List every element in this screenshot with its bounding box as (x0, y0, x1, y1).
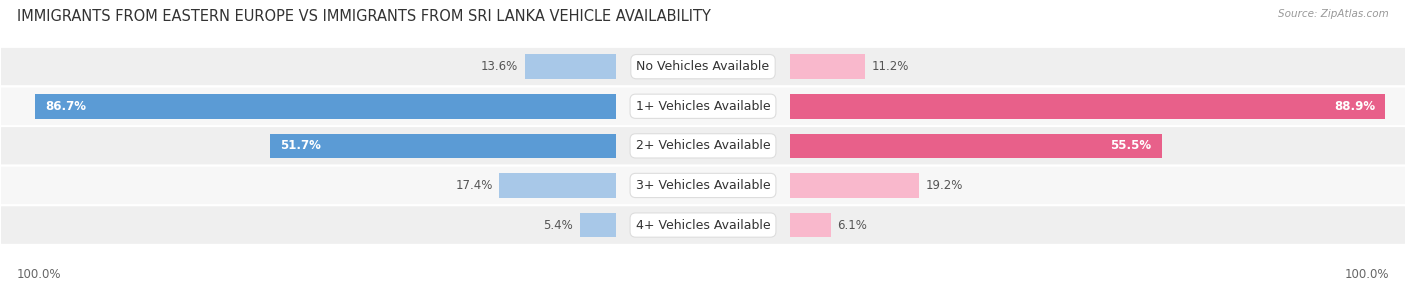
Text: 88.9%: 88.9% (1334, 100, 1375, 113)
FancyBboxPatch shape (0, 86, 1406, 126)
Text: 86.7%: 86.7% (45, 100, 87, 113)
Text: 2+ Vehicles Available: 2+ Vehicles Available (636, 139, 770, 152)
Text: 13.6%: 13.6% (481, 60, 519, 73)
Bar (524, 54, 616, 79)
Text: 4+ Vehicles Available: 4+ Vehicles Available (636, 219, 770, 232)
Text: 17.4%: 17.4% (456, 179, 492, 192)
Text: 55.5%: 55.5% (1111, 139, 1152, 152)
Bar (579, 213, 616, 237)
Text: 6.1%: 6.1% (838, 219, 868, 232)
Text: 51.7%: 51.7% (280, 139, 321, 152)
Text: 5.4%: 5.4% (543, 219, 574, 232)
Text: Source: ZipAtlas.com: Source: ZipAtlas.com (1278, 9, 1389, 19)
Text: IMMIGRANTS FROM EASTERN EUROPE VS IMMIGRANTS FROM SRI LANKA VEHICLE AVAILABILITY: IMMIGRANTS FROM EASTERN EUROPE VS IMMIGR… (17, 9, 711, 23)
Text: 1+ Vehicles Available: 1+ Vehicles Available (636, 100, 770, 113)
FancyBboxPatch shape (0, 166, 1406, 205)
Bar (499, 173, 616, 198)
Bar (790, 213, 831, 237)
Text: No Vehicles Available: No Vehicles Available (637, 60, 769, 73)
Bar (35, 94, 616, 118)
FancyBboxPatch shape (0, 205, 1406, 245)
Text: 100.0%: 100.0% (17, 268, 62, 281)
Text: 100.0%: 100.0% (1344, 268, 1389, 281)
Text: 3+ Vehicles Available: 3+ Vehicles Available (636, 179, 770, 192)
Text: 19.2%: 19.2% (925, 179, 963, 192)
Bar (790, 134, 1161, 158)
Bar (790, 173, 918, 198)
Bar (790, 54, 865, 79)
Bar (790, 94, 1385, 118)
FancyBboxPatch shape (0, 126, 1406, 166)
Bar (270, 134, 616, 158)
FancyBboxPatch shape (0, 47, 1406, 86)
Text: 11.2%: 11.2% (872, 60, 910, 73)
